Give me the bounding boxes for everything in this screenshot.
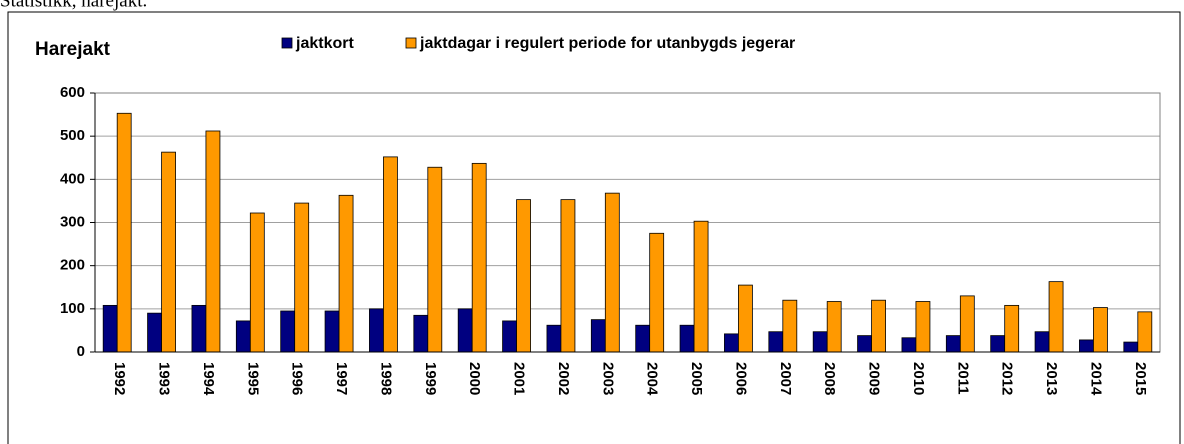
caption: Statistikk, harejakt.: [0, 0, 147, 11]
bar: [235, 320, 251, 353]
bar: [1137, 311, 1153, 353]
bar: [590, 319, 606, 353]
bar: [383, 156, 398, 353]
bar: [1079, 339, 1094, 353]
bar: [945, 335, 961, 353]
x-tick-label: 2001: [511, 362, 528, 395]
y-tick-label: 600: [60, 84, 85, 101]
y-tick-label: 200: [60, 257, 85, 274]
x-tick-label: 2013: [1043, 362, 1060, 395]
x-tick-label: 2000: [466, 362, 483, 395]
bar: [738, 284, 753, 353]
x-tick-label: 1994: [200, 362, 217, 396]
bar: [1004, 304, 1020, 353]
x-tick-label: 1997: [333, 362, 350, 395]
bar: [102, 304, 118, 353]
legend-label: jaktkort: [295, 35, 354, 52]
bar: [901, 337, 917, 353]
x-tick-label: 2014: [1087, 362, 1104, 396]
bar: [812, 331, 828, 353]
x-tick-label: 2003: [599, 362, 616, 395]
x-tick-label: 2008: [821, 362, 838, 395]
x-tick-label: 1995: [244, 362, 261, 395]
bar: [693, 220, 709, 353]
y-tick-label: 100: [60, 300, 85, 317]
bar: [280, 310, 296, 353]
bar: [116, 112, 132, 353]
x-tick-label: 2006: [732, 362, 749, 395]
bar: [516, 199, 531, 353]
x-tick-label: 1999: [422, 362, 439, 395]
bar: [457, 308, 473, 353]
bar: [161, 151, 176, 353]
legend-label: jaktdagar i regulert periode for utanbyg…: [419, 35, 795, 52]
legend-swatch: [281, 37, 293, 49]
bar: [871, 299, 886, 353]
bar: [147, 312, 162, 353]
bar: [768, 331, 784, 353]
bar: [205, 130, 221, 353]
y-tick-label: 400: [60, 170, 85, 187]
y-tick-label: 0: [77, 343, 85, 360]
x-tick-label: 2007: [777, 362, 794, 395]
bar: [560, 199, 576, 353]
bar: [1093, 307, 1108, 353]
bar: [191, 304, 207, 353]
chart-frame: [7, 11, 1181, 444]
x-tick-label: 2012: [999, 362, 1016, 395]
bar: [324, 310, 340, 353]
x-tick-label: 1993: [156, 362, 173, 395]
bar: [427, 166, 443, 353]
bar: [1048, 281, 1064, 353]
bar: [413, 314, 429, 353]
bar: [604, 192, 620, 353]
bar: [649, 232, 665, 353]
bar: [294, 202, 310, 353]
bar: [369, 308, 384, 353]
bar: [471, 162, 487, 353]
x-tick-label: 2005: [688, 362, 705, 395]
bar: [546, 324, 562, 353]
bar: [1034, 331, 1050, 353]
y-tick-label: 300: [60, 213, 85, 230]
bar: [724, 333, 739, 353]
x-tick-label: 2011: [954, 362, 971, 395]
bar: [635, 324, 651, 353]
bar: [826, 301, 842, 353]
bar: [1123, 341, 1139, 353]
bar: [338, 194, 354, 353]
bar: [990, 335, 1006, 353]
x-tick-label: 1998: [377, 362, 394, 395]
y-tick-label: 500: [60, 127, 85, 144]
bar: [502, 320, 517, 353]
bar: [249, 212, 265, 353]
chart-title: Harejakt: [35, 39, 111, 60]
x-tick-label: 2004: [644, 362, 661, 396]
bar: [782, 299, 798, 353]
bar: [915, 301, 931, 353]
bar: [857, 335, 872, 353]
x-tick-label: 2002: [555, 362, 572, 395]
legend-swatch: [405, 37, 417, 49]
x-tick-label: 2010: [910, 362, 927, 395]
bar: [959, 295, 975, 353]
x-tick-label: 1992: [111, 362, 128, 395]
x-tick-label: 1996: [289, 362, 306, 395]
x-tick-label: 2009: [866, 362, 883, 395]
bar: [679, 324, 695, 353]
x-tick-label: 2015: [1132, 362, 1149, 395]
